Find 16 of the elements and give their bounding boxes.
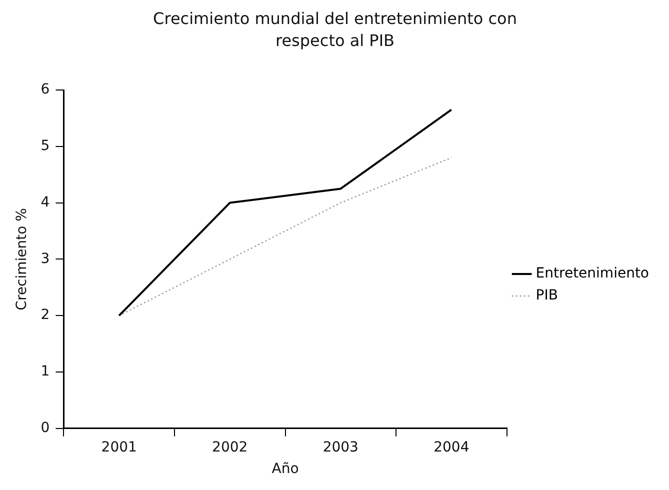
y-tick-label: 4 xyxy=(40,194,50,210)
x-tick-label: 2003 xyxy=(322,439,358,456)
y-axis-title: Crecimiento % xyxy=(14,208,30,310)
legend-label: Entretenimiento xyxy=(536,266,649,282)
y-tick-label: 6 xyxy=(40,82,50,98)
y-tick-label: 3 xyxy=(40,250,50,267)
y-tick-label: 2 xyxy=(40,307,50,324)
chart-title: Crecimiento mundial del entretenimiento con respecto al PIB xyxy=(152,8,518,52)
x-tick-label: 2002 xyxy=(212,439,248,456)
y-tick-label: 0 xyxy=(40,420,50,436)
x-tick-label: 2004 xyxy=(434,439,470,456)
y-tick-label: 5 xyxy=(40,138,50,154)
x-axis-title: Año xyxy=(272,461,299,478)
y-tick-label: 1 xyxy=(40,364,50,380)
x-tick-label: 2001 xyxy=(101,439,137,456)
legend-label: PIB xyxy=(536,288,558,304)
